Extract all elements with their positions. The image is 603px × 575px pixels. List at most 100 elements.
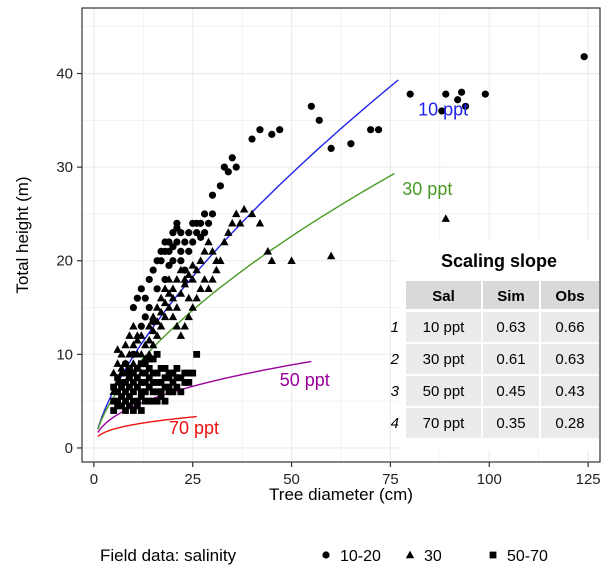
data-point-10-20 — [177, 229, 185, 237]
data-point-10-20 — [141, 313, 149, 321]
data-point-50-70 — [110, 407, 118, 414]
data-point-30 — [168, 284, 178, 293]
data-point-50-70 — [153, 397, 161, 405]
data-point-30 — [152, 331, 162, 339]
data-point-30 — [255, 218, 265, 227]
data-point-50-70 — [110, 383, 118, 391]
data-point-10-20 — [145, 303, 153, 312]
data-point-30 — [212, 265, 221, 274]
data-point-30 — [145, 335, 154, 344]
table-cell-value: 50 ppt — [423, 383, 466, 400]
data-point-50-70 — [141, 379, 149, 386]
data-point-30 — [232, 209, 241, 218]
data-point-10-20 — [137, 285, 145, 293]
table-cell — [541, 408, 599, 438]
table-cell-value: 30 ppt — [423, 351, 466, 368]
data-point-10-20 — [208, 210, 217, 218]
data-point-50-70 — [130, 397, 137, 405]
data-point-30 — [204, 284, 213, 293]
table-cell — [483, 312, 539, 342]
table-cell-value: 0.63 — [496, 319, 525, 336]
table-cell — [541, 344, 599, 374]
data-point-10-20 — [458, 88, 466, 96]
data-point-30 — [208, 275, 217, 283]
data-point-30 — [152, 317, 162, 325]
data-point-10-20 — [177, 247, 185, 255]
y-tick-label: 40 — [56, 66, 73, 83]
data-point-30 — [156, 293, 166, 302]
data-point-50-70 — [141, 360, 149, 368]
data-point-30 — [184, 293, 193, 302]
curve-50-ppt — [97, 360, 312, 433]
data-point-50-70 — [133, 397, 141, 405]
data-point-50-70 — [118, 402, 125, 410]
data-point-50-70 — [173, 374, 181, 382]
data-point-50-70 — [114, 388, 121, 396]
data-point-30 — [152, 303, 162, 311]
data-point-50-70 — [193, 350, 201, 358]
curve-label: 70 ppt — [169, 418, 219, 438]
data-point-50-70 — [114, 397, 121, 405]
data-point-10-20 — [454, 96, 462, 104]
data-point-50-70 — [165, 388, 173, 396]
data-point-10-20 — [137, 322, 145, 330]
data-point-50-70 — [126, 374, 133, 382]
data-point-10-20 — [406, 90, 414, 98]
data-point-50-70 — [161, 397, 169, 405]
y-tick-label: 10 — [56, 346, 73, 363]
data-point-10-20 — [256, 126, 264, 134]
table-cell — [483, 376, 539, 406]
data-point-30 — [208, 246, 217, 255]
data-point-30 — [129, 340, 138, 349]
data-point-10-20 — [228, 154, 236, 162]
legend: Field data: salinity 10-20 30 50-70 — [100, 546, 548, 565]
data-point-50-70 — [133, 374, 141, 382]
data-point-50-70 — [141, 397, 149, 405]
table-cell-value: 0.28 — [555, 415, 584, 432]
data-point-30 — [133, 349, 142, 358]
data-point-50-70 — [145, 364, 153, 372]
table-row-index: 1 — [391, 319, 399, 336]
y-axis-label: Total height (m) — [13, 176, 32, 293]
curve-label: 30 ppt — [402, 179, 452, 199]
data-point-50-70 — [145, 383, 153, 391]
data-point-50-70 — [118, 383, 125, 391]
y-tick-label: 20 — [56, 253, 73, 270]
data-point-10-20 — [327, 144, 335, 153]
data-point-50-70 — [153, 369, 161, 377]
data-point-50-70 — [181, 369, 189, 377]
data-point-50-70 — [149, 379, 157, 386]
data-point-30 — [121, 340, 130, 349]
data-point-50-70 — [133, 402, 141, 410]
data-point-30 — [180, 279, 190, 288]
y-tick-label: 0 — [65, 440, 73, 457]
data-point-30 — [239, 204, 249, 213]
data-point-10-20 — [442, 90, 450, 98]
data-point-50-70 — [173, 364, 181, 372]
data-point-30 — [228, 218, 237, 227]
table-header-cell — [541, 281, 599, 309]
data-point-30 — [172, 303, 182, 311]
data-point-30 — [184, 312, 193, 321]
data-point-30 — [172, 275, 182, 283]
data-point-30 — [148, 312, 158, 321]
data-point-50-70 — [165, 369, 173, 377]
data-point-50-70 — [137, 360, 145, 368]
data-point-30 — [168, 312, 178, 321]
data-point-10-20 — [224, 168, 232, 176]
data-point-30 — [164, 275, 174, 283]
legend-entry-label: 50-70 — [507, 548, 548, 565]
data-point-50-70 — [130, 369, 137, 377]
data-point-10-20 — [189, 238, 197, 246]
data-point-50-70 — [122, 388, 129, 396]
data-point-10-20 — [208, 191, 217, 199]
table-header-label: Sal — [432, 288, 455, 305]
table-cell-value: 0.63 — [555, 351, 584, 368]
data-point-10-20 — [374, 126, 383, 134]
data-point-10-20 — [129, 303, 138, 312]
data-point-30 — [200, 275, 209, 283]
table-cell-value: 0.61 — [496, 351, 525, 368]
data-point-10-20 — [580, 53, 588, 61]
legend-triangle-marker — [405, 550, 415, 559]
